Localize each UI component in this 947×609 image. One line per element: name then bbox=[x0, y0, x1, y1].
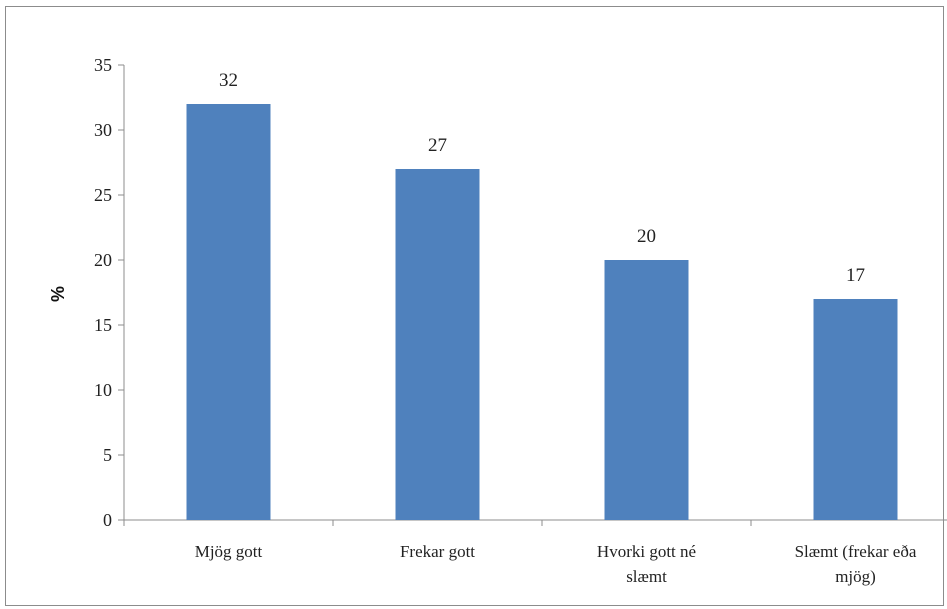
y-tick-label: 5 bbox=[103, 445, 112, 465]
category-label-line: Frekar gott bbox=[400, 542, 475, 561]
y-tick-label: 15 bbox=[94, 315, 112, 335]
y-tick-label: 0 bbox=[103, 510, 112, 530]
y-tick-label: 25 bbox=[94, 185, 112, 205]
bar bbox=[186, 104, 271, 520]
bars bbox=[186, 104, 898, 520]
category-label-line: Slæmt (frekar eða bbox=[795, 542, 917, 561]
category-label-line: Hvorki gott né bbox=[597, 542, 696, 561]
data-label: 20 bbox=[637, 226, 656, 247]
data-label: 17 bbox=[846, 265, 865, 286]
y-tick-label: 20 bbox=[94, 250, 112, 270]
y-tick-label: 35 bbox=[94, 55, 112, 75]
category-label-line: Mjög gott bbox=[195, 542, 263, 561]
category-label: Slæmt (frekar eða mjög) bbox=[795, 542, 917, 586]
y-tick-label: 10 bbox=[94, 380, 112, 400]
data-label: 27 bbox=[428, 135, 447, 156]
bar bbox=[813, 299, 898, 520]
category-label: Hvorki gott né slæmt bbox=[597, 542, 696, 586]
category-label-line: mjög) bbox=[835, 567, 876, 586]
bar bbox=[395, 169, 480, 520]
y-axis-title: % bbox=[48, 286, 68, 302]
category-label-line: slæmt bbox=[626, 567, 667, 586]
category-label: Mjög gott bbox=[195, 542, 263, 561]
y-tick-label: 30 bbox=[94, 120, 112, 140]
bar bbox=[604, 260, 689, 520]
data-label: 32 bbox=[219, 70, 238, 91]
category-label: Frekar gott bbox=[400, 542, 475, 561]
labels: 32 Mjög gott 27 Frekar gott 20 Hvorki gott né… bbox=[195, 70, 917, 586]
